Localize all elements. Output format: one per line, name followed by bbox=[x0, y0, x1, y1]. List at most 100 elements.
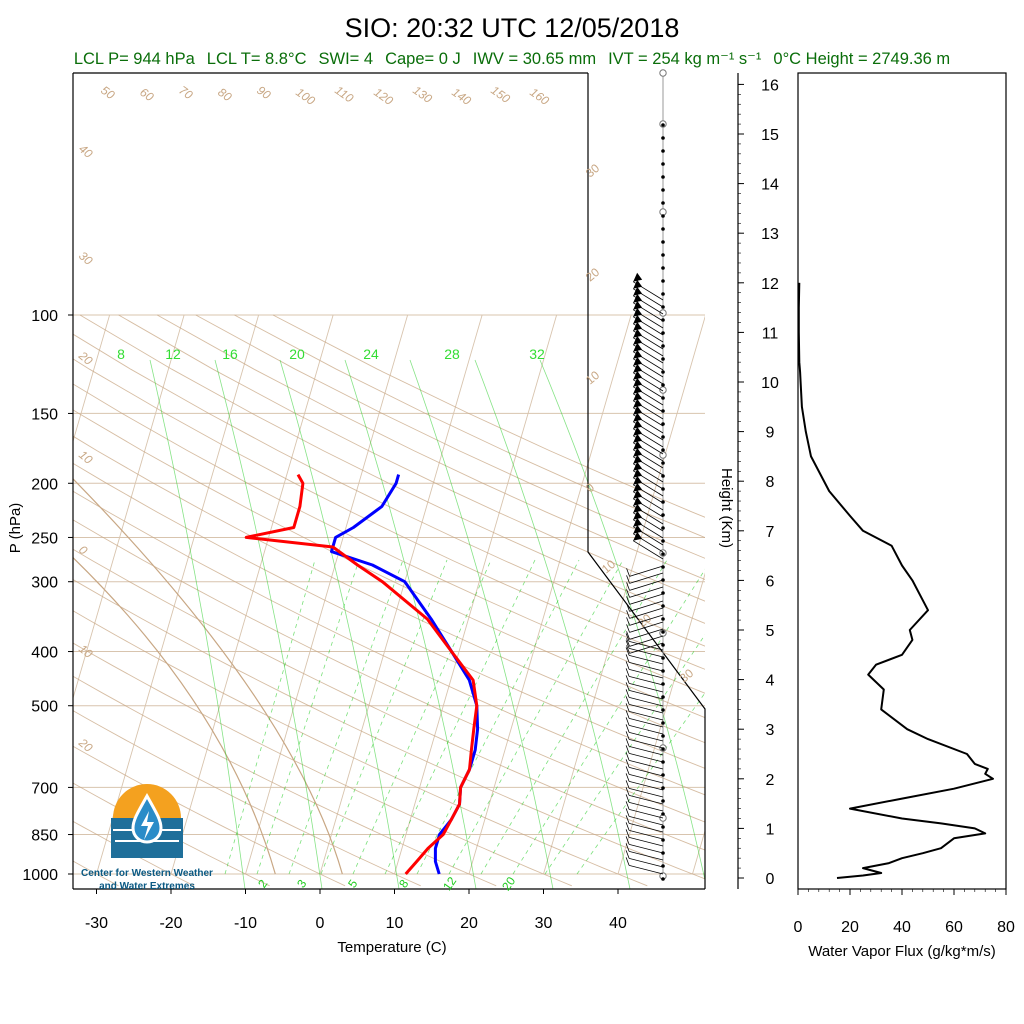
wind-feather bbox=[625, 780, 630, 789]
dry-adiabat-label: 160 bbox=[527, 85, 552, 108]
wind-pennant bbox=[633, 503, 643, 513]
mixing-ratio-label-bottom: 3 bbox=[294, 877, 309, 891]
isotherm-line bbox=[468, 314, 632, 875]
wind-barb bbox=[628, 801, 664, 812]
wind-feather bbox=[626, 638, 630, 647]
saturation-line bbox=[279, 359, 400, 889]
zero-degree-height: 0°C Height = 2749.36 m bbox=[773, 50, 950, 68]
wind-barb bbox=[628, 724, 664, 735]
wind-pennant bbox=[633, 363, 643, 373]
temperature-tick-label: 40 bbox=[609, 915, 627, 932]
isotherm-label-left: 20 bbox=[75, 348, 95, 368]
moist-adiabat bbox=[73, 478, 343, 875]
wind-dot bbox=[661, 292, 665, 296]
wind-barb bbox=[628, 661, 664, 672]
wind-barb bbox=[628, 829, 664, 840]
wind-pennant bbox=[633, 328, 643, 338]
mixing-ratio-label-bottom: 12 bbox=[440, 874, 459, 893]
temperature-tick-label: 10 bbox=[386, 915, 404, 932]
cape-value: Cape= 0 J bbox=[385, 50, 461, 68]
isotherm-line bbox=[73, 314, 111, 443]
height-tick-label: 13 bbox=[761, 226, 779, 243]
wind-feather bbox=[626, 575, 630, 584]
wind-feather bbox=[625, 801, 630, 810]
wind-dot bbox=[661, 812, 665, 816]
height-tick-label: 1 bbox=[766, 821, 775, 838]
height-tick-label: 6 bbox=[766, 573, 775, 590]
dry-adiabat bbox=[73, 675, 497, 887]
wind-feather bbox=[625, 836, 630, 845]
flux-tick-label: 40 bbox=[893, 919, 911, 936]
dry-adiabat-label: 70 bbox=[176, 83, 195, 102]
pressure-tick-label: 400 bbox=[31, 645, 58, 662]
wind-pennant bbox=[633, 307, 643, 317]
wind-dot bbox=[661, 383, 665, 387]
isotherm-label-right: 30 bbox=[677, 666, 696, 686]
wind-feather bbox=[625, 766, 630, 775]
wind-dot bbox=[661, 799, 665, 803]
isotherm-label-left: 10 bbox=[76, 448, 95, 468]
pressure-axis-label: P (hPa) bbox=[7, 503, 24, 554]
wind-pennant bbox=[633, 391, 643, 401]
isotherm-label-right: 0 bbox=[583, 480, 597, 495]
dry-adiabat bbox=[73, 710, 421, 887]
wind-feather bbox=[626, 617, 630, 626]
mixing-ratio-label-top: 16 bbox=[222, 346, 238, 362]
mixing-ratio-line bbox=[416, 559, 580, 875]
mixing-ratio-label-bottom: 5 bbox=[345, 877, 360, 891]
logo-line-1: Center for Western Weather bbox=[81, 868, 213, 879]
mixing-ratio-label-bottom: 2 bbox=[255, 877, 270, 891]
wind-dot bbox=[661, 123, 665, 127]
iwv-value: IWV = 30.65 mm bbox=[473, 50, 596, 68]
wind-barb bbox=[628, 780, 664, 791]
dry-adiabat bbox=[156, 314, 705, 580]
wind-barb bbox=[628, 759, 664, 770]
wind-feather bbox=[625, 647, 630, 656]
dry-adiabat-label: 150 bbox=[488, 83, 513, 106]
wind-feather bbox=[625, 850, 630, 859]
pressure-tick-label: 300 bbox=[31, 575, 58, 592]
wind-barb bbox=[629, 586, 664, 598]
wind-barb bbox=[628, 808, 664, 819]
wind-feather bbox=[625, 682, 630, 691]
wind-pennant bbox=[633, 314, 643, 324]
wind-dot bbox=[661, 695, 665, 699]
wind-dot bbox=[661, 682, 665, 686]
wind-dot bbox=[661, 422, 665, 426]
wind-barb bbox=[628, 766, 664, 777]
pressure-tick-label: 250 bbox=[31, 530, 58, 547]
wind-dot bbox=[661, 227, 665, 231]
wind-feather bbox=[625, 640, 630, 649]
wind-barb bbox=[628, 668, 664, 679]
wind-pennant bbox=[633, 384, 643, 394]
wind-pennant bbox=[633, 286, 643, 296]
wind-barb bbox=[628, 640, 664, 651]
dry-adiabat bbox=[73, 333, 705, 647]
wind-pennant bbox=[633, 482, 643, 492]
logo-line-2: and Water Extremes bbox=[99, 881, 195, 892]
wind-dot bbox=[661, 539, 665, 543]
wind-dot bbox=[661, 474, 665, 478]
flux-tick-label: 20 bbox=[841, 919, 859, 936]
wind-pennant bbox=[633, 524, 643, 534]
wind-dot bbox=[661, 708, 665, 712]
isotherm-label-right: 10 bbox=[583, 368, 602, 388]
wind-feather bbox=[626, 631, 630, 640]
wind-dot bbox=[661, 786, 665, 790]
wind-dot bbox=[661, 461, 665, 465]
saturation-line bbox=[474, 359, 631, 889]
temperature-axis-label: Temperature (C) bbox=[337, 939, 446, 956]
wind-dot bbox=[661, 513, 665, 517]
lcl-pressure: LCL P= 944 hPa bbox=[74, 50, 196, 68]
height-tick-label: 10 bbox=[761, 375, 779, 392]
flux-border bbox=[797, 72, 1007, 890]
dry-adiabat bbox=[73, 435, 705, 744]
height-tick-label: 15 bbox=[761, 127, 779, 144]
wind-dot bbox=[661, 344, 665, 348]
mixing-ratio-line bbox=[448, 559, 624, 875]
wind-dot bbox=[661, 617, 665, 621]
wind-feather bbox=[625, 703, 630, 712]
wind-barb bbox=[628, 731, 664, 742]
wind-feather bbox=[625, 843, 630, 852]
